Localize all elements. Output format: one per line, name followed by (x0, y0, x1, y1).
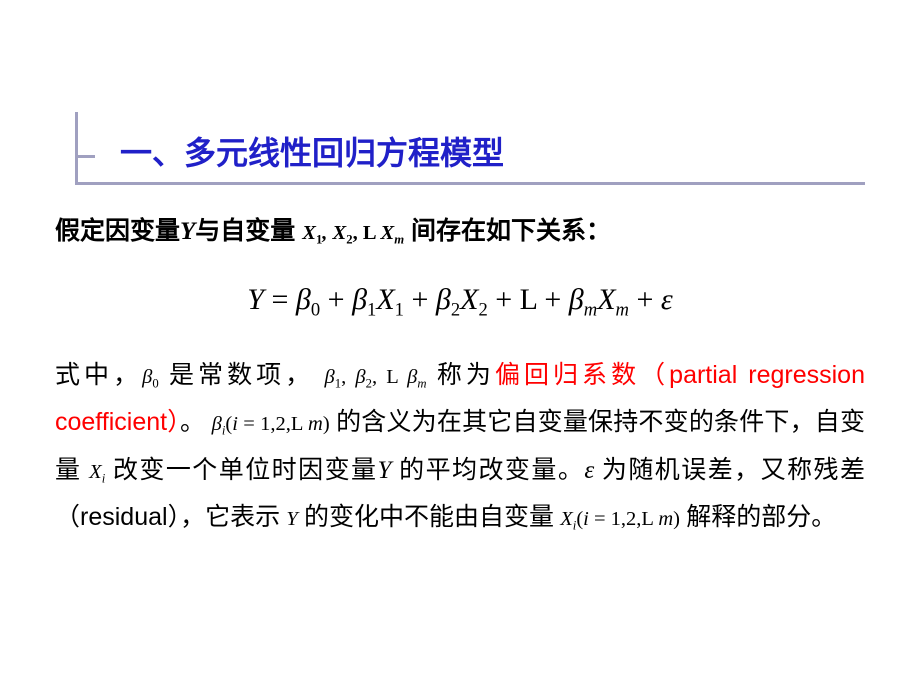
var-Y: Y (378, 457, 392, 484)
eq-Y: Y (247, 283, 264, 316)
eq-b2X2: β2X2 (436, 283, 488, 316)
text: ），它表示 (168, 504, 287, 531)
text: 与自变量 (195, 217, 302, 245)
text: 间存在如下关系： (404, 217, 611, 245)
term-residual: residual (80, 503, 168, 531)
eq-b1X1: β1X1 (352, 283, 404, 316)
text: 是常数项， (159, 362, 325, 389)
var-Xm: Xm (381, 222, 405, 244)
slide-title: 一、多元线性回归方程模型 (120, 128, 504, 174)
eq-plus: + (488, 283, 520, 316)
eq-plus: + (320, 283, 352, 316)
text: 的变化中不能由自变量 (298, 504, 561, 531)
sep: , (322, 222, 332, 244)
regression-equation: Y = β0 + β1X1 + β2X2 + L + βmXm + ε (55, 274, 865, 327)
var-X1: X1 (302, 222, 322, 244)
var-Y2: Y (286, 508, 297, 530)
eq-plus: + (629, 283, 661, 316)
slide: 一、多元线性回归方程模型 假定因变量Y与自变量 X1, X2, L Xm 间存在… (0, 0, 920, 690)
eq-equals: = (264, 283, 296, 316)
text: 。 (180, 409, 212, 436)
eq-plus: + (544, 283, 568, 316)
eq-eps: ε (661, 283, 673, 316)
paragraph-explanation: 式中，β0 是常数项， β1, β2, L βm 称为偏回归系数（partial… (55, 352, 865, 542)
epsilon: ε (584, 457, 594, 484)
title-rule-vertical (75, 112, 78, 184)
beta-list: β1, β2, L βm (324, 366, 426, 388)
eq-ellipsis: L (520, 283, 545, 316)
ellipsis: , L (353, 222, 381, 244)
beta0: β0 (142, 366, 159, 388)
text: 假定因变量 (55, 217, 180, 245)
eq-b0: β0 (296, 283, 320, 316)
slide-body: 假定因变量Y与自变量 X1, X2, L Xm 间存在如下关系： Y = β0 … (55, 210, 865, 542)
eq-bmXm: βmXm (569, 283, 629, 316)
text: 称为 (427, 362, 495, 389)
var-Y: Y (180, 218, 195, 245)
text: 改变一个单位时因变量 (105, 457, 377, 484)
text: 式中， (55, 362, 142, 389)
beta-i-def: βi(i = 1,2,L m) (212, 413, 330, 435)
text: 解释的部分。 (680, 504, 836, 531)
eq-plus: + (404, 283, 436, 316)
var-Xi: Xi (89, 461, 105, 483)
title-rule-bottom (75, 182, 865, 185)
title-rule-top (75, 155, 95, 158)
text: 的平均改变量。 (391, 457, 584, 484)
paragraph-assumption: 假定因变量Y与自变量 X1, X2, L Xm 间存在如下关系： (55, 210, 865, 254)
var-Xi-def: Xi(i = 1,2,L m) (560, 508, 680, 530)
var-X2: X2 (333, 222, 353, 244)
